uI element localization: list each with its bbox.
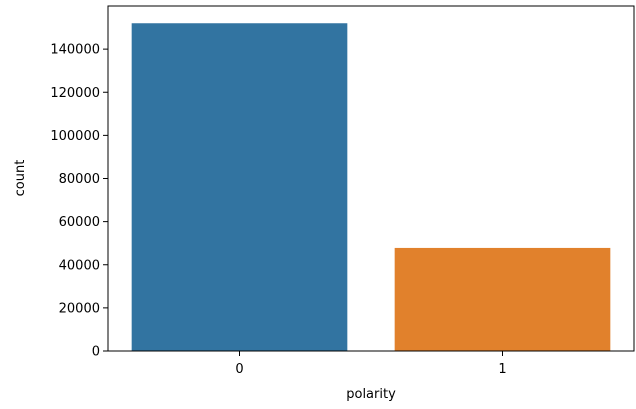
x-tick-label-0: 0: [235, 362, 243, 377]
y-tick-label-100000: 100000: [50, 129, 100, 144]
x-axis-label: polarity: [346, 387, 396, 402]
x-tick-label-1: 1: [498, 362, 506, 377]
y-tick-label-60000: 60000: [59, 215, 100, 230]
bar-0: [131, 23, 348, 351]
bars-layer: [131, 23, 611, 351]
y-tick-label-0: 0: [92, 345, 100, 360]
y-axis-ticks: 0 20000 40000 60000 80000 100000 120000 140000: [50, 43, 108, 360]
y-tick-label-20000: 20000: [59, 301, 100, 316]
y-tick-label-140000: 140000: [50, 43, 100, 58]
y-tick-label-80000: 80000: [59, 172, 100, 187]
bar-1: [394, 247, 611, 351]
y-axis-label: count: [13, 160, 28, 197]
y-tick-label-40000: 40000: [59, 258, 100, 273]
y-tick-label-120000: 120000: [50, 86, 100, 101]
plot-frame: [107, 5, 635, 352]
